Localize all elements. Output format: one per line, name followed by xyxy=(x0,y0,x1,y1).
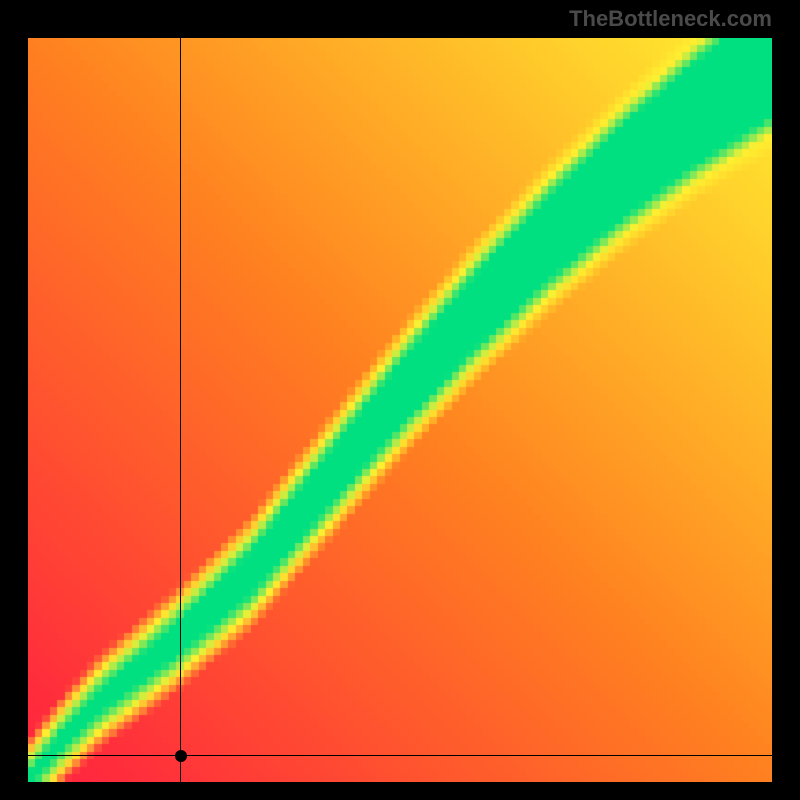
crosshair-horizontal xyxy=(28,755,772,756)
crosshair-vertical xyxy=(180,38,181,782)
heatmap-canvas xyxy=(28,38,772,782)
marker-dot xyxy=(175,750,187,762)
watermark-text: TheBottleneck.com xyxy=(569,6,772,32)
heatmap-chart xyxy=(28,38,772,782)
